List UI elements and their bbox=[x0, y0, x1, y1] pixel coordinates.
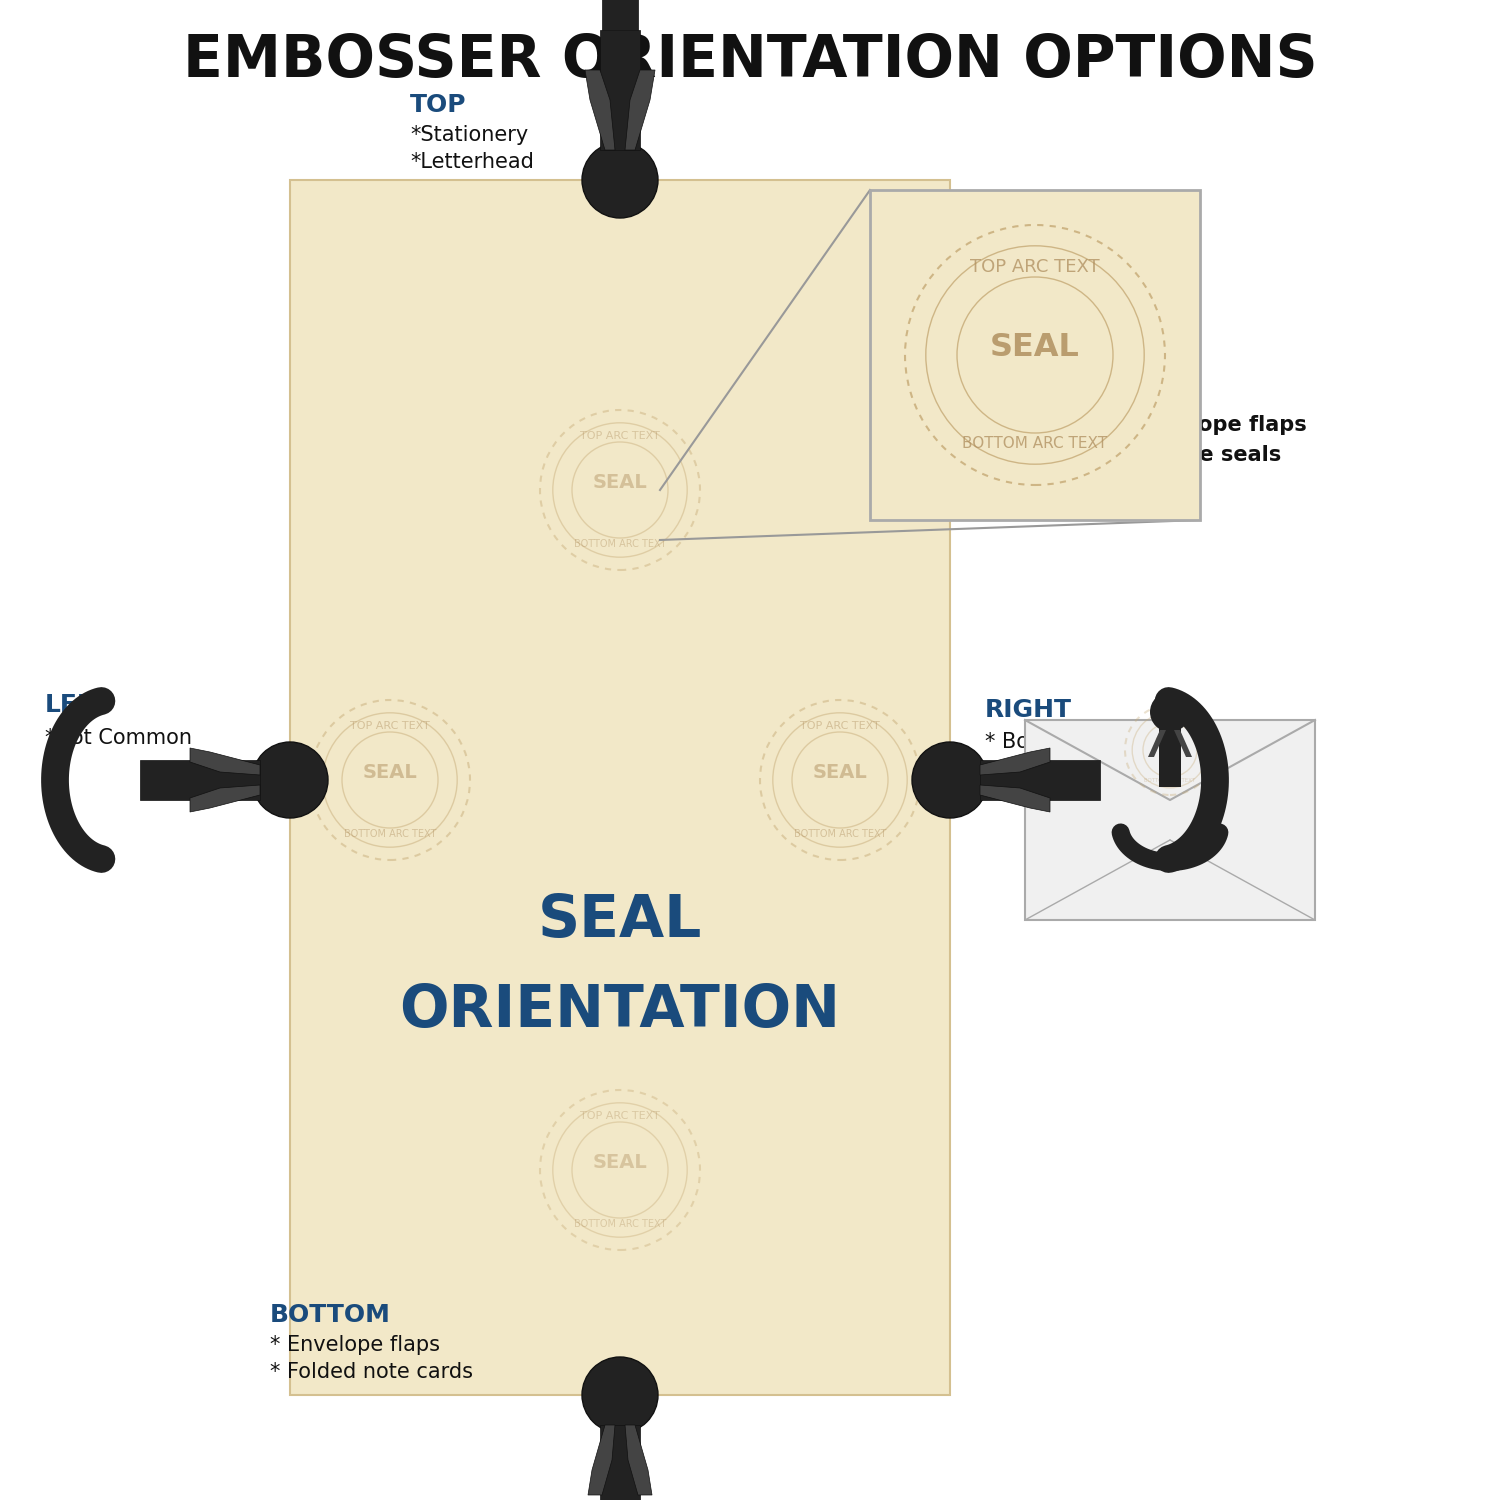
Bar bbox=[1024, 720, 1316, 920]
Bar bbox=[290, 180, 950, 1395]
Polygon shape bbox=[1148, 730, 1166, 758]
Circle shape bbox=[912, 742, 989, 818]
Text: * Book page: * Book page bbox=[986, 732, 1113, 752]
Text: BOTTOM ARC TEXT: BOTTOM ARC TEXT bbox=[344, 830, 436, 840]
Text: * Folded note cards: * Folded note cards bbox=[270, 1362, 472, 1382]
Bar bbox=[600, 1425, 640, 1500]
Text: ORIENTATION: ORIENTATION bbox=[399, 981, 840, 1038]
Text: SEAL: SEAL bbox=[1155, 736, 1185, 747]
Bar bbox=[600, 30, 640, 150]
Text: or bottom of page seals: or bottom of page seals bbox=[1000, 446, 1281, 465]
Text: * Envelope flaps: * Envelope flaps bbox=[270, 1335, 440, 1354]
Text: Perfect for envelope flaps: Perfect for envelope flaps bbox=[1000, 416, 1306, 435]
Circle shape bbox=[1150, 692, 1190, 732]
Circle shape bbox=[582, 142, 658, 218]
Circle shape bbox=[582, 1358, 658, 1432]
Text: SEAL: SEAL bbox=[592, 472, 648, 492]
Text: SEAL: SEAL bbox=[363, 762, 417, 782]
Text: SEAL: SEAL bbox=[813, 762, 867, 782]
Text: TOP ARC TEXT: TOP ARC TEXT bbox=[1150, 717, 1190, 722]
Polygon shape bbox=[190, 784, 260, 812]
Text: RIGHT: RIGHT bbox=[986, 698, 1072, 721]
Polygon shape bbox=[190, 748, 260, 776]
Polygon shape bbox=[626, 1425, 652, 1496]
Text: TOP ARC TEXT: TOP ARC TEXT bbox=[580, 1110, 660, 1120]
Text: BOTTOM ARC TEXT: BOTTOM ARC TEXT bbox=[963, 436, 1107, 451]
Text: BOTTOM ARC TEXT: BOTTOM ARC TEXT bbox=[1144, 778, 1196, 783]
Polygon shape bbox=[1174, 730, 1192, 758]
Text: TOP ARC TEXT: TOP ARC TEXT bbox=[580, 430, 660, 441]
Text: BOTTOM ARC TEXT: BOTTOM ARC TEXT bbox=[794, 830, 886, 840]
Polygon shape bbox=[626, 70, 656, 150]
Text: *Letterhead: *Letterhead bbox=[410, 152, 534, 172]
Text: BOTTOM: BOTTOM bbox=[270, 1304, 392, 1328]
Polygon shape bbox=[980, 748, 1050, 776]
Text: TOP ARC TEXT: TOP ARC TEXT bbox=[970, 258, 1100, 276]
Text: LEFT: LEFT bbox=[45, 693, 112, 717]
Circle shape bbox=[252, 742, 328, 818]
Polygon shape bbox=[980, 784, 1050, 812]
Text: TOP ARC TEXT: TOP ARC TEXT bbox=[350, 720, 430, 730]
Text: SEAL: SEAL bbox=[990, 332, 1080, 363]
Text: SEAL: SEAL bbox=[592, 1152, 648, 1172]
Text: TOP: TOP bbox=[410, 93, 466, 117]
Bar bbox=[980, 760, 1100, 800]
Bar bbox=[140, 760, 260, 800]
Polygon shape bbox=[588, 1425, 615, 1496]
Text: *Not Common: *Not Common bbox=[45, 728, 192, 748]
Bar bbox=[602, 0, 638, 30]
Text: BOTTOM ARC TEXT: BOTTOM ARC TEXT bbox=[574, 540, 666, 549]
Polygon shape bbox=[585, 70, 615, 150]
Text: SEAL: SEAL bbox=[538, 891, 702, 948]
Bar bbox=[870, 190, 1200, 520]
Text: EMBOSSER ORIENTATION OPTIONS: EMBOSSER ORIENTATION OPTIONS bbox=[183, 32, 1317, 88]
Text: TOP ARC TEXT: TOP ARC TEXT bbox=[800, 720, 880, 730]
Text: BOTTOM: BOTTOM bbox=[1000, 378, 1120, 402]
Text: *Stationery: *Stationery bbox=[410, 124, 528, 146]
Text: BOTTOM ARC TEXT: BOTTOM ARC TEXT bbox=[574, 1220, 666, 1230]
Bar bbox=[1160, 728, 1180, 788]
